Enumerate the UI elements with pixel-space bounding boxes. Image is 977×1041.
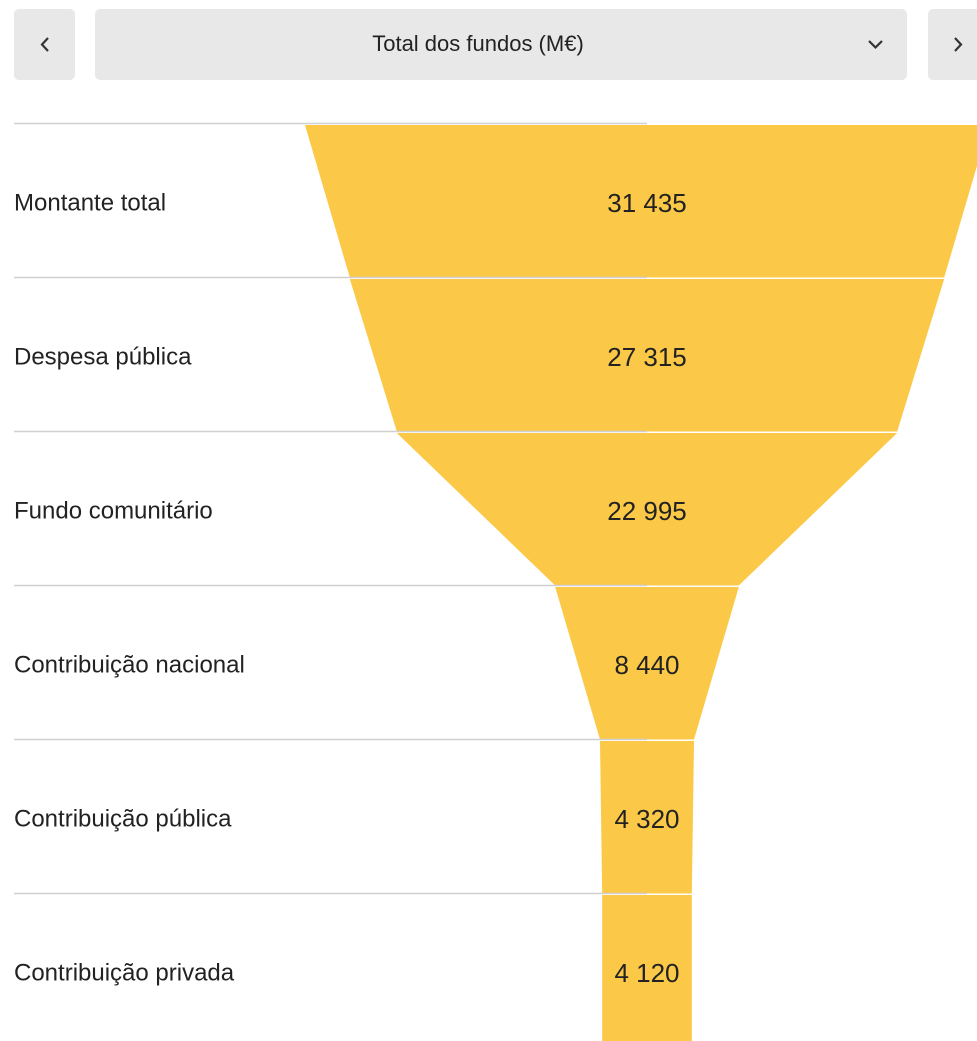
funnel-chart: Montante total 31 435 Despesa pública 27 31… [14,122,977,1041]
value-label: 8 440 [614,650,679,680]
category-label: Montante total [14,189,166,216]
category-label: Despesa pública [14,343,192,370]
dropdown-bg[interactable] [95,9,907,80]
prev-button-bg[interactable] [14,9,75,80]
funnel-segment [602,895,692,1041]
value-label: 4 320 [614,804,679,834]
next-button[interactable] [928,9,977,80]
dropdown-title: Total dos fundos (M€) [372,31,584,56]
prev-icon [40,37,49,52]
dropdown-icon [868,40,883,50]
funnel-segment [599,741,695,894]
value-label: 31 435 [607,188,687,218]
funnel-segment [396,433,898,586]
category-label: Fundo comunitário [14,497,213,524]
category-label: Contribuição privada [14,959,235,986]
value-label: 4 120 [614,958,679,988]
prev-button[interactable] [14,9,75,80]
category-label: Contribuição pública [14,805,232,832]
value-label: 22 995 [607,496,687,526]
funnel-segment [555,587,739,740]
next-icon [954,37,963,52]
category-label: Contribuição nacional [14,651,245,678]
dropdown[interactable]: Total dos fundos (M€) [95,9,907,80]
next-button-bg[interactable] [928,9,977,80]
funnel-segment [349,279,945,432]
funnel-segment [304,125,977,278]
value-label: 27 315 [607,342,687,372]
